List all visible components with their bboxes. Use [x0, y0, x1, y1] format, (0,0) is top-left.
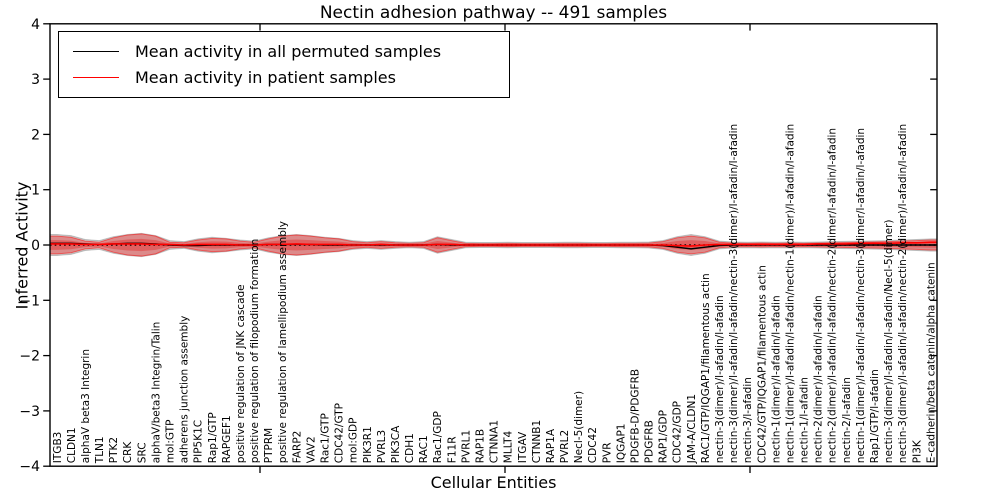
chart-title: Nectin adhesion pathway -- 491 samples [319, 3, 668, 23]
x-tick-label: TLN1 [94, 436, 106, 464]
x-tick-label: PTPRM [263, 428, 275, 463]
x-tick-label: nectin-3(dimer)/l-afadin/l-afadin/nectin… [897, 124, 909, 463]
x-tick-label: PVRL1 [460, 430, 472, 463]
x-tick-label: JAM-A/CLDN1 [686, 394, 698, 464]
x-tick-label: PIP5K1C [193, 420, 205, 463]
x-tick-label: PIK3R1 [362, 426, 374, 463]
x-tick-label: SRC [136, 442, 148, 463]
patient-mean-line [50, 241, 937, 247]
y-tick-label: 3 [31, 72, 40, 88]
x-tick-label: Rap1/GTP [207, 412, 219, 463]
y-tick-label: −2 [19, 349, 40, 365]
x-tick-label: nectin-1(dimer)/l-afadin/l-afadin/nectin… [855, 128, 867, 463]
permuted-line-swatch [73, 50, 119, 52]
x-tick-label: PVRL3 [376, 430, 388, 463]
x-tick-label: nectin-1/l-afadin [799, 377, 811, 463]
y-tick-label: −3 [19, 404, 40, 420]
x-tick-label: mol:GTP [165, 420, 177, 464]
x-tick-label: FARP2 [291, 431, 303, 464]
x-tick-label: ITGB3 [52, 432, 64, 464]
x-tick-label: nectin-1(dimer)/l-afadin/l-afadin [770, 295, 782, 463]
x-tick-label: CTNNB1 [531, 420, 543, 463]
x-tick-label: PDGFRB [644, 420, 656, 463]
x-tick-label: positive regulation of filopodium format… [249, 239, 261, 464]
x-tick-label: CDC42/GTP [334, 403, 346, 463]
x-tick-label: Rac1/GDP [432, 411, 444, 463]
x-tick-label: PDGFB-D/PDGFRB [629, 369, 641, 463]
x-tick-label: CDC42/GTP/IQGAP1/filamentous actin [756, 265, 768, 463]
y-tick-label: 0 [31, 238, 40, 254]
x-tick-label: CTNNA1 [489, 420, 501, 463]
legend-label-permuted: Mean activity in all permuted samples [135, 41, 442, 61]
x-tick-label: nectin-3(dimer)/l-afadin/l-afadin/nectin… [728, 124, 740, 463]
y-tick-label: −1 [19, 293, 40, 309]
x-tick-label: positive regulation of lamellipodium ass… [277, 221, 289, 463]
legend-item-permuted: Mean activity in all permuted samples [73, 38, 509, 64]
x-tick-label: RAPGEF1 [221, 415, 233, 463]
x-tick-label: CRK [122, 441, 134, 464]
x-tick-label: Rac1/GTP [320, 413, 332, 463]
y-tick-label: −4 [19, 459, 40, 475]
x-tick-label: CDC42 [587, 427, 599, 463]
x-tick-label: RAP1/GDP [658, 410, 670, 463]
y-tick-label: 1 [31, 183, 40, 199]
x-tick-label: PIK3CA [390, 425, 402, 463]
legend-label-patient: Mean activity in patient samples [135, 67, 396, 87]
x-tick-label: E-cadherin/beta catenin/alpha catenin [925, 262, 937, 463]
x-tick-label: nectin-3(dimer)/l-afadin/l-afadin [714, 295, 726, 463]
x-tick-label: MLLT4 [503, 430, 515, 463]
y-tick-label: 2 [31, 127, 40, 143]
x-tick-label: nectin-1(dimer)/l-afadin/l-afadin/nectin… [784, 124, 796, 463]
x-tick-label: Necl-5(dimer) [573, 391, 585, 463]
x-tick-label: F11R [446, 436, 458, 463]
x-tick-label: nectin-3(dimer)/l-afadin/l-afadin/Necl-5… [883, 219, 895, 463]
x-tick-label: alphaV beta3 Integrin [80, 349, 92, 463]
x-tick-label: nectin-2(dimer)/l-afadin/l-afadin [813, 295, 825, 463]
x-tick-label: PTK2 [108, 437, 120, 463]
x-tick-label: RAC1/GTP/IQGAP1/filamentous actin [700, 273, 712, 463]
x-tick-label: ITGAV [517, 431, 529, 463]
x-tick-label: adherens junction assembly [179, 316, 191, 464]
x-tick-label: positive regulation of JNK cascade [235, 284, 247, 463]
x-tick-label: RAP1A [545, 428, 557, 463]
x-tick-label: CDH1 [404, 433, 416, 463]
patient-line-swatch [73, 76, 119, 78]
x-axis-label: Cellular Entities [430, 473, 557, 492]
x-tick-label: nectin-2(dimer)/l-afadin/l-afadin/nectin… [827, 128, 839, 463]
legend: Mean activity in all permuted samples Me… [58, 31, 510, 98]
x-tick-label: nectin-2/l-afadin [841, 377, 853, 463]
x-tick-label: RAP1B [475, 429, 487, 463]
x-tick-label: Rap1/GTP/l-afadin [869, 369, 881, 463]
x-tick-label: VAV2 [305, 436, 317, 463]
x-tick-label: mol:GDP [348, 418, 360, 464]
x-tick-label: PVRL2 [559, 430, 571, 463]
x-tick-label: nectin-3/l-afadin [742, 377, 754, 463]
x-tick-label: alphaV/beta3 Integrin/Talin [150, 322, 162, 464]
x-tick-label: PI3K [911, 439, 923, 463]
x-tick-label: CLDN1 [66, 427, 78, 463]
x-tick-label: IQGAP1 [615, 423, 627, 463]
y-tick-label: 4 [31, 17, 40, 33]
x-tick-label: RAC1 [418, 435, 430, 463]
x-tick-label: CDC42/GDP [672, 401, 684, 463]
x-tick-label: PVR [601, 442, 613, 463]
legend-item-patient: Mean activity in patient samples [73, 64, 509, 90]
